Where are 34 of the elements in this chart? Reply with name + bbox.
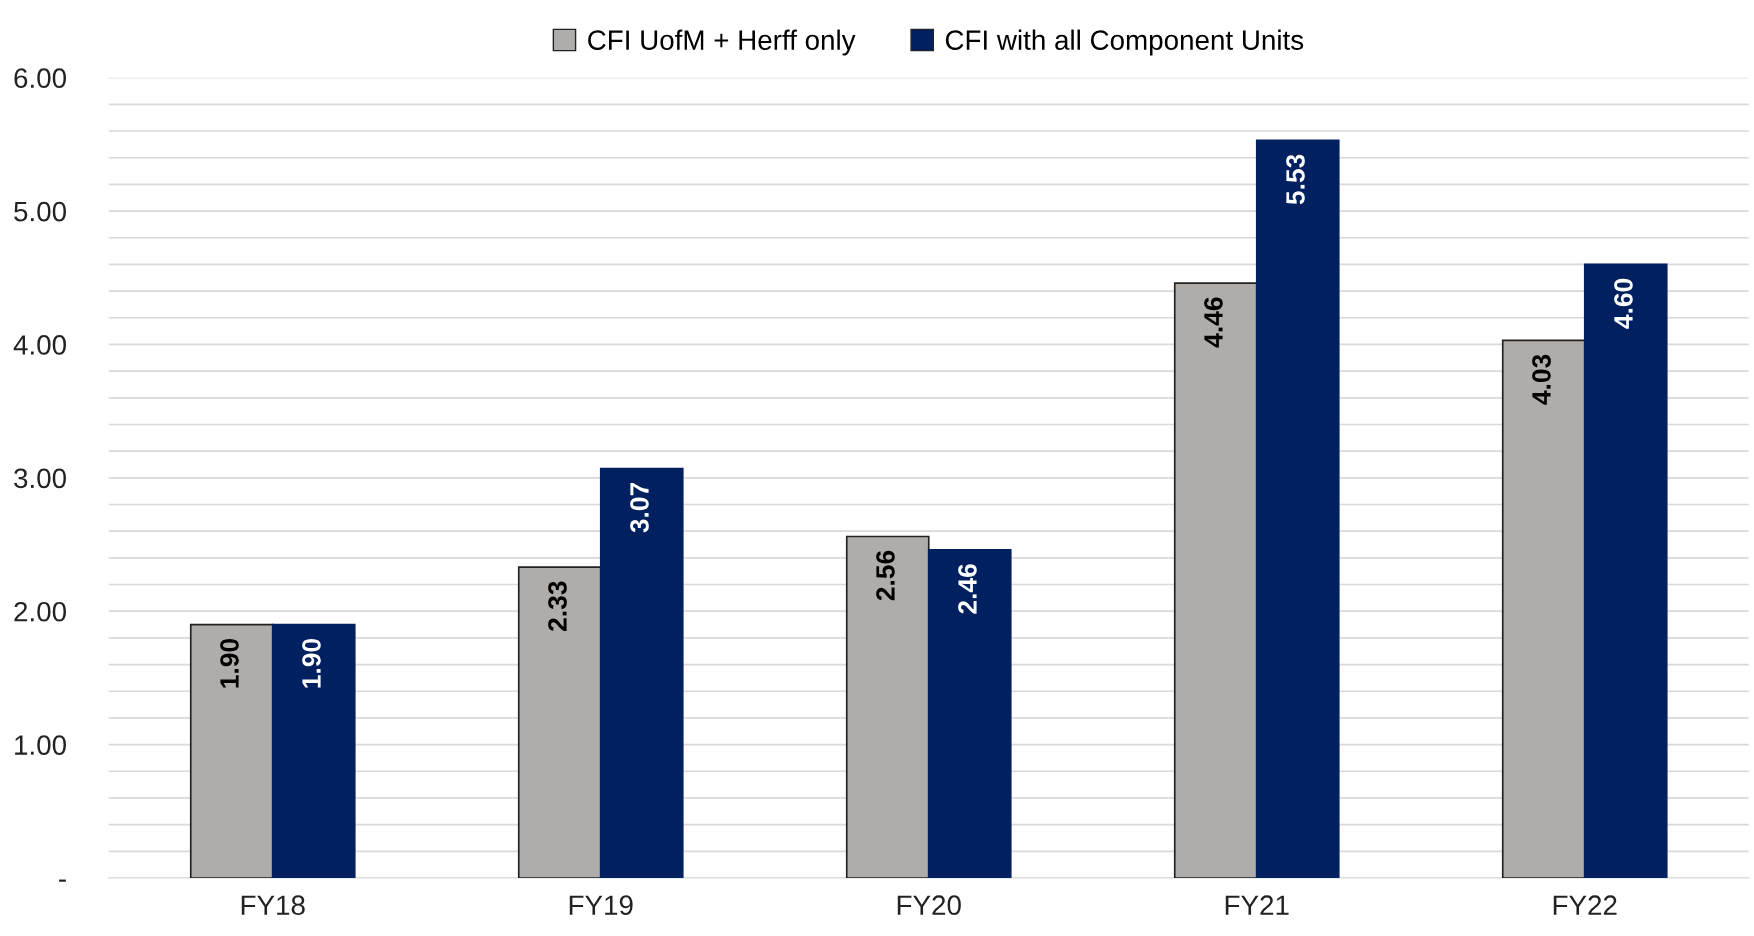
x-tick-label: FY18 — [241, 895, 305, 916]
bar — [189, 623, 274, 878]
y-tick-label: 5.00 — [14, 201, 66, 222]
legend-label: CFI with all Component Units — [945, 29, 1304, 56]
bar — [517, 566, 602, 878]
data-label: 2.46 — [958, 564, 977, 614]
x-tick-label: FY20 — [897, 895, 961, 916]
y-tick-label: 3.00 — [14, 468, 66, 489]
x-tick-label: FY19 — [569, 895, 633, 916]
bar — [599, 467, 684, 878]
data-label: 2.56 — [876, 550, 895, 601]
bar — [1501, 339, 1586, 878]
data-label: 2.33 — [548, 581, 567, 631]
data-label: 3.07 — [630, 482, 649, 533]
y-tick-label: 6.00 — [14, 68, 66, 89]
bar — [845, 535, 930, 878]
data-label: 4.03 — [1532, 354, 1551, 405]
bar — [271, 623, 356, 878]
data-label: 1.90 — [220, 638, 239, 688]
bar — [927, 549, 1012, 878]
bar — [1173, 282, 1258, 878]
x-tick-label: FY22 — [1553, 895, 1617, 915]
bar — [1583, 263, 1668, 878]
x-tick-label: FY21 — [1225, 895, 1289, 915]
y-tick-label: 2.00 — [14, 601, 66, 622]
y-tick-label: - — [59, 879, 66, 882]
bar — [1255, 139, 1340, 878]
data-label: 4.60 — [1614, 278, 1633, 329]
data-label: 4.46 — [1204, 297, 1223, 348]
y-tick-label: 4.00 — [13, 335, 66, 355]
legend-label: CFI UofM + Herff only — [588, 29, 856, 56]
data-label: 5.53 — [1286, 154, 1305, 205]
y-tick-label: 1.00 — [15, 735, 66, 755]
data-label: 1.90 — [302, 638, 321, 688]
